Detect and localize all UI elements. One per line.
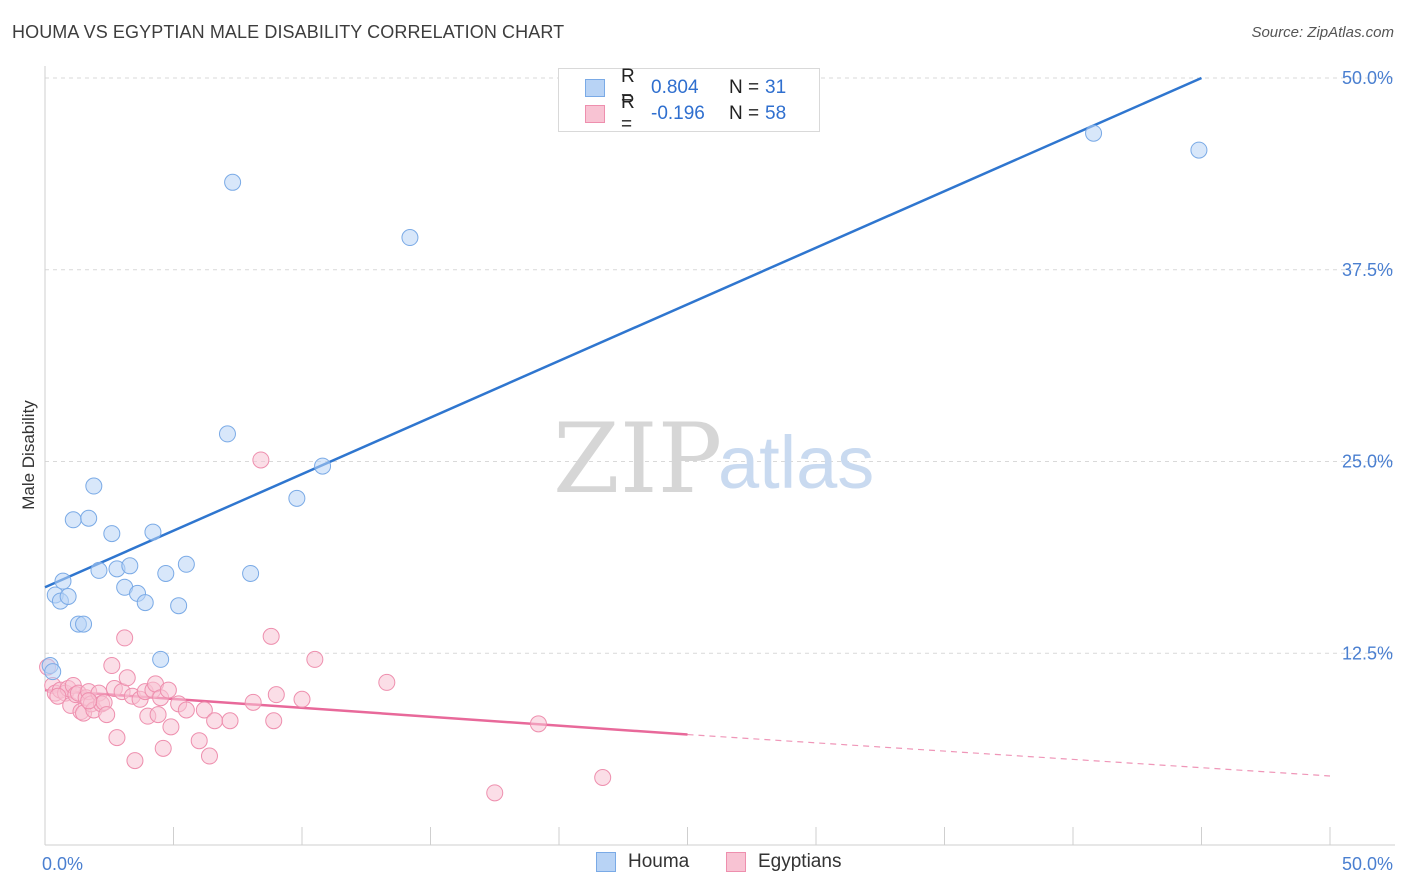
chart-title: HOUMA VS EGYPTIAN MALE DISABILITY CORREL… xyxy=(12,22,565,42)
y-tick-label: 50.0% xyxy=(1342,68,1393,88)
correlation-legend: R = 0.804 N = 31 R = -0.196 N = 58 xyxy=(558,66,820,135)
houma-point xyxy=(85,477,103,495)
n-label: N = xyxy=(729,77,760,98)
egyptian-point xyxy=(159,681,177,699)
houma-point xyxy=(80,509,98,527)
houma-point xyxy=(218,425,236,443)
data-points xyxy=(39,124,1208,802)
r-label: R = xyxy=(621,66,635,109)
bottom-legend-egyptians: Egyptians xyxy=(726,851,841,873)
houma-point xyxy=(401,229,419,247)
houma-point xyxy=(44,663,62,681)
houma-point xyxy=(64,511,82,529)
egyptian-point xyxy=(149,706,167,724)
n-value-egyptians: 58 xyxy=(765,103,787,124)
watermark-atlas: atlas xyxy=(718,421,874,504)
x-tick-label-max: 50.0% xyxy=(1342,854,1393,874)
houma-point xyxy=(90,561,108,579)
egyptian-point xyxy=(118,669,136,687)
n-value-houma: 31 xyxy=(765,77,787,98)
egyptian-point xyxy=(306,650,324,668)
houma-point xyxy=(1085,124,1103,142)
houma-trend-line xyxy=(44,76,1203,589)
legend-row-egyptians: R = -0.196 N = 58 xyxy=(585,92,787,135)
egyptian-point xyxy=(162,718,180,736)
egyptian-point xyxy=(378,673,396,691)
egyptian-point xyxy=(244,693,262,711)
axes xyxy=(44,66,1395,846)
y-tick-label: 25.0% xyxy=(1342,452,1393,472)
n-label: N = xyxy=(729,103,760,124)
houma-point xyxy=(170,597,188,615)
egyptian-point xyxy=(265,712,283,730)
egyptian-point xyxy=(177,701,195,719)
houma-point xyxy=(54,572,72,590)
egyptian-point xyxy=(252,451,270,469)
houma-point xyxy=(59,587,77,605)
egyptian-point xyxy=(200,747,218,765)
egyptians-legend-swatch xyxy=(726,852,746,872)
houma-point xyxy=(152,650,170,668)
legend-row-houma: R = 0.804 N = 31 xyxy=(585,66,787,109)
houma-point xyxy=(224,173,242,191)
egyptian-point xyxy=(195,701,213,719)
egyptian-point xyxy=(221,712,239,730)
bottom-legend-houma: Houma xyxy=(596,851,689,873)
axis-labels: 12.5% 25.0% 37.5% 50.0% 0.0% 50.0% Male Disabi… xyxy=(19,68,1393,874)
houma-point xyxy=(242,564,260,582)
egyptian-point xyxy=(49,687,67,705)
egyptian-point xyxy=(486,784,504,802)
egyptian-point xyxy=(262,627,280,645)
houma-point xyxy=(144,523,162,541)
houma-point xyxy=(136,594,154,612)
egyptian-point xyxy=(529,715,547,733)
source-label: Source: ZipAtlas.com xyxy=(1251,24,1394,41)
egyptian-point xyxy=(126,752,144,770)
egyptians-trend-extension xyxy=(687,733,1331,777)
egyptian-point xyxy=(154,739,172,757)
egyptian-point xyxy=(116,629,134,647)
r-value-houma: 0.804 xyxy=(651,77,699,98)
houma-swatch xyxy=(585,79,605,97)
houma-point xyxy=(157,564,175,582)
houma-point xyxy=(314,457,332,475)
egyptian-point xyxy=(108,729,126,747)
houma-legend-swatch xyxy=(596,852,616,872)
r-label: R = xyxy=(621,92,635,135)
watermark-zip: ZIP xyxy=(553,403,722,515)
y-tick-label: 12.5% xyxy=(1342,643,1393,663)
houma-point xyxy=(177,555,195,573)
egyptian-point xyxy=(103,657,121,675)
r-value-egyptians: -0.196 xyxy=(651,103,705,124)
houma-point xyxy=(288,489,306,507)
egyptian-point xyxy=(206,712,224,730)
houma-point xyxy=(103,525,121,543)
egyptian-point xyxy=(80,692,98,710)
houma-point xyxy=(1190,141,1208,159)
egyptian-point xyxy=(267,686,285,704)
houma-point xyxy=(121,557,139,575)
y-axis-label: Male Disability xyxy=(19,400,38,510)
egyptians-swatch xyxy=(585,105,605,123)
houma-point xyxy=(75,615,93,633)
watermark: ZIP atlas xyxy=(553,403,874,515)
egyptian-point xyxy=(594,769,612,787)
houma-legend-label: Houma xyxy=(628,851,690,872)
y-tick-label: 37.5% xyxy=(1342,260,1393,280)
egyptian-point xyxy=(190,732,208,750)
x-tick-label-min: 0.0% xyxy=(42,854,83,874)
egyptians-legend-label: Egyptians xyxy=(758,851,842,872)
egyptian-point xyxy=(293,690,311,708)
egyptian-point xyxy=(98,706,116,724)
